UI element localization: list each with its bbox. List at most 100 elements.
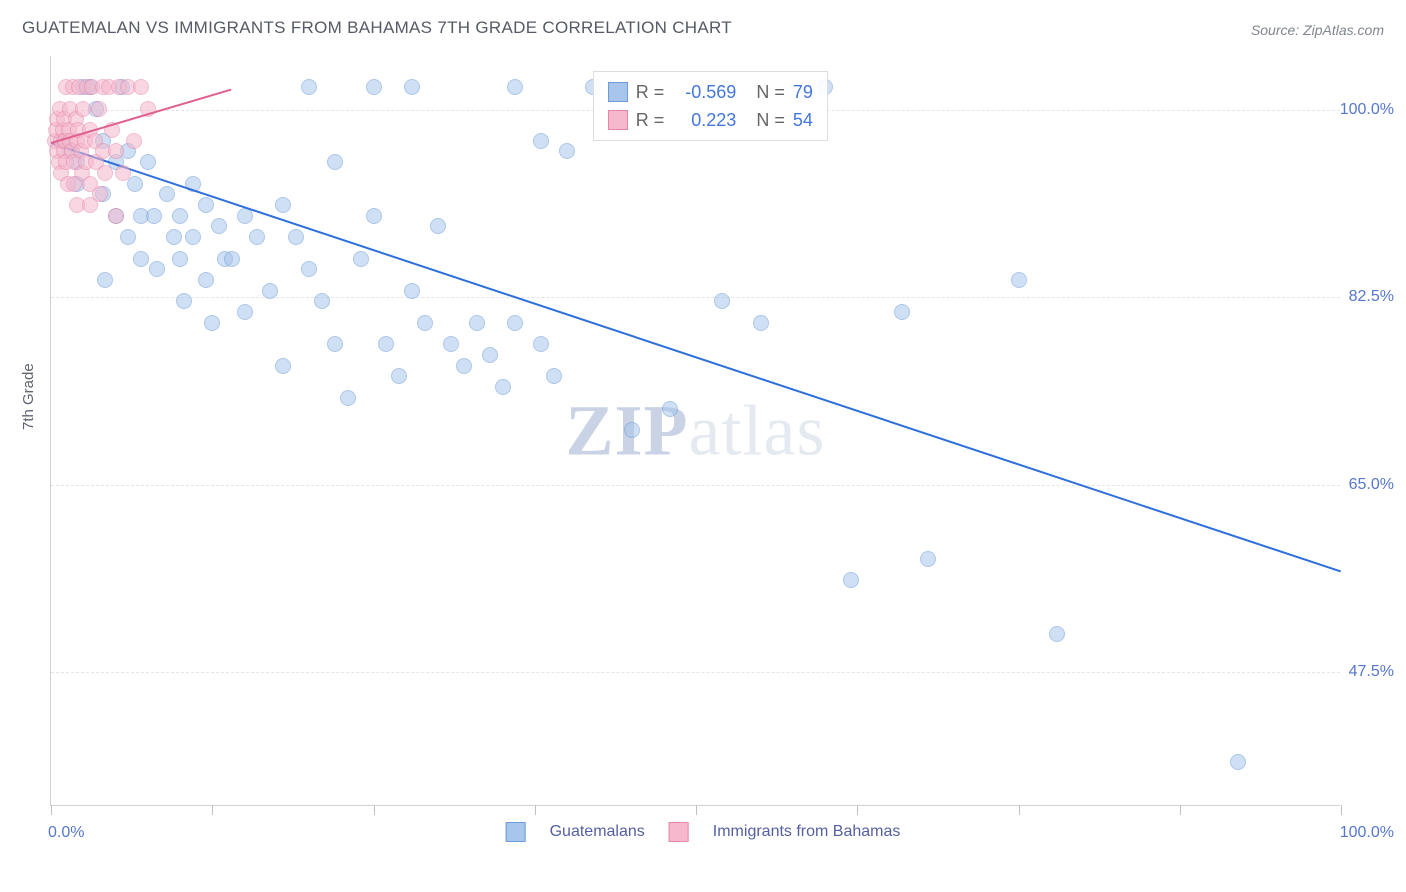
stat-label: R = — [636, 110, 665, 131]
legend: Guatemalans Immigrants from Bahamas — [506, 822, 901, 842]
stats-row: R = 0.223 N = 54 — [608, 106, 813, 134]
x-tick — [374, 805, 375, 815]
chart-title: GUATEMALAN VS IMMIGRANTS FROM BAHAMAS 7T… — [22, 18, 732, 38]
y-axis-label: 7th Grade — [20, 363, 37, 430]
data-point — [204, 315, 220, 331]
source-attribution: Source: ZipAtlas.com — [1251, 22, 1384, 38]
x-tick — [1180, 805, 1181, 815]
data-point — [92, 186, 108, 202]
data-point — [366, 79, 382, 95]
data-point — [314, 293, 330, 309]
data-point — [211, 218, 227, 234]
series-swatch — [608, 110, 628, 130]
data-point — [482, 347, 498, 363]
data-point — [340, 390, 356, 406]
y-tick-label: 65.0% — [1349, 476, 1394, 494]
data-point — [262, 283, 278, 299]
data-point — [198, 197, 214, 213]
data-point — [224, 251, 240, 267]
x-tick-label: 100.0% — [1340, 824, 1394, 842]
data-point — [753, 315, 769, 331]
data-point — [149, 261, 165, 277]
data-point — [404, 283, 420, 299]
data-point — [533, 133, 549, 149]
data-point — [366, 208, 382, 224]
data-point — [133, 251, 149, 267]
data-point — [1011, 272, 1027, 288]
data-point — [140, 154, 156, 170]
trendline — [51, 142, 1342, 572]
data-point — [327, 154, 343, 170]
gridline — [51, 297, 1340, 298]
data-point — [662, 401, 678, 417]
data-point — [894, 304, 910, 320]
stat-label: N = — [756, 110, 785, 131]
data-point — [507, 79, 523, 95]
data-point — [198, 272, 214, 288]
legend-swatch — [669, 822, 689, 842]
x-tick — [1019, 805, 1020, 815]
chart-plot-area: ZIPatlas R =-0.569N =79R =0.223N =54 — [50, 56, 1340, 806]
data-point — [507, 315, 523, 331]
data-point — [237, 304, 253, 320]
y-tick-label: 100.0% — [1340, 101, 1394, 119]
x-tick-label: 0.0% — [48, 824, 84, 842]
x-tick — [1341, 805, 1342, 815]
legend-label: Immigrants from Bahamas — [713, 823, 901, 841]
data-point — [546, 368, 562, 384]
x-tick — [535, 805, 536, 815]
data-point — [288, 229, 304, 245]
data-point — [120, 229, 136, 245]
x-tick — [51, 805, 52, 815]
data-point — [430, 218, 446, 234]
data-point — [166, 229, 182, 245]
data-point — [301, 261, 317, 277]
series-swatch — [608, 82, 628, 102]
stat-label: R = — [636, 82, 665, 103]
data-point — [172, 208, 188, 224]
data-point — [1230, 754, 1246, 770]
data-point — [495, 379, 511, 395]
watermark: ZIPatlas — [566, 389, 826, 472]
legend-swatch — [506, 822, 526, 842]
data-point — [176, 293, 192, 309]
data-point — [185, 229, 201, 245]
data-point — [843, 572, 859, 588]
stats-box: R =-0.569N =79R =0.223N =54 — [593, 71, 828, 141]
data-point — [97, 165, 113, 181]
data-point — [275, 197, 291, 213]
x-tick — [857, 805, 858, 815]
legend-label: Guatemalans — [550, 823, 645, 841]
data-point — [275, 358, 291, 374]
data-point — [108, 208, 124, 224]
stat-r-value: -0.569 — [672, 82, 736, 103]
stat-r-value: 0.223 — [672, 110, 736, 131]
data-point — [126, 133, 142, 149]
data-point — [920, 551, 936, 567]
data-point — [391, 368, 407, 384]
data-point — [559, 143, 575, 159]
data-point — [108, 143, 124, 159]
data-point — [115, 165, 131, 181]
x-tick — [696, 805, 697, 815]
data-point — [1049, 626, 1065, 642]
data-point — [533, 336, 549, 352]
data-point — [146, 208, 162, 224]
data-point — [75, 101, 91, 117]
stat-label: N = — [756, 82, 785, 103]
data-point — [378, 336, 394, 352]
data-point — [624, 422, 640, 438]
data-point — [301, 79, 317, 95]
stats-row: R =-0.569N =79 — [608, 78, 813, 106]
stat-n-value: 54 — [793, 110, 813, 131]
data-point — [417, 315, 433, 331]
data-point — [249, 229, 265, 245]
data-point — [97, 272, 113, 288]
gridline — [51, 672, 1340, 673]
data-point — [133, 79, 149, 95]
y-tick-label: 82.5% — [1349, 288, 1394, 306]
data-point — [469, 315, 485, 331]
y-tick-label: 47.5% — [1349, 663, 1394, 681]
data-point — [404, 79, 420, 95]
data-point — [172, 251, 188, 267]
